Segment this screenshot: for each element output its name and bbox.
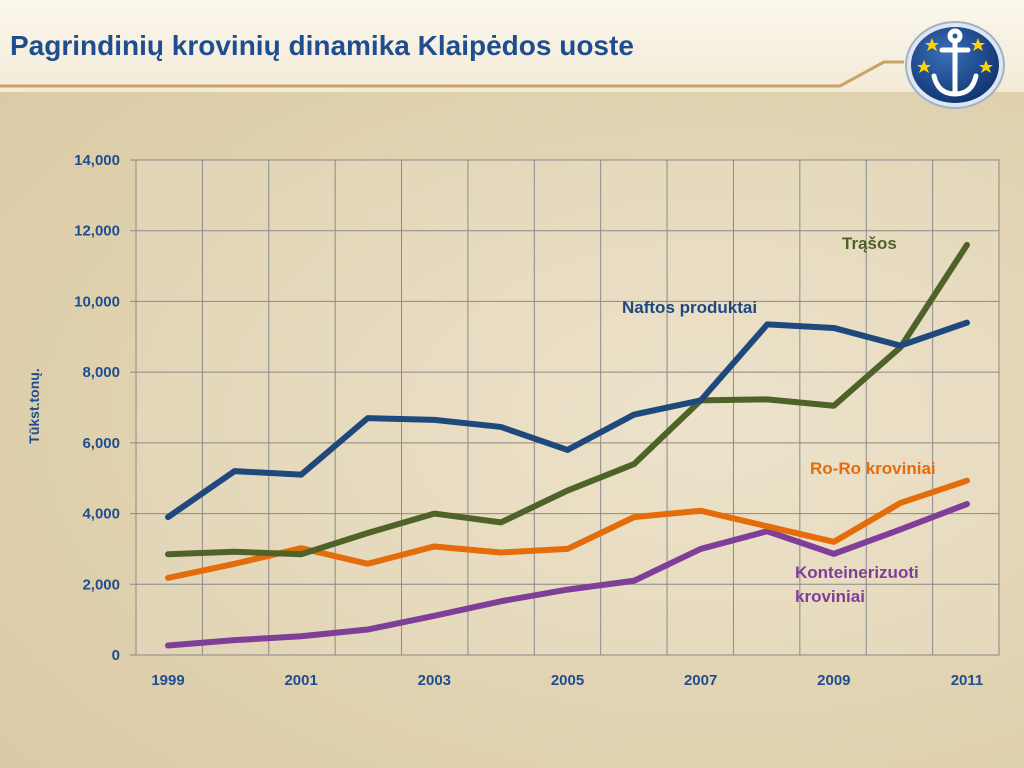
y-tick-label: 12,000 xyxy=(74,223,120,240)
y-tick-label: 2,000 xyxy=(82,576,120,593)
series-line-tr-os xyxy=(165,241,970,558)
x-tick-label: 1999 xyxy=(151,672,184,689)
y-tick-label: 6,000 xyxy=(82,435,120,452)
header-rule xyxy=(0,60,904,88)
series-line-konteinerizuoti-kroviniai xyxy=(165,501,970,649)
x-tick-label: 2009 xyxy=(817,672,850,689)
anchor-stars-emblem-icon xyxy=(905,21,1005,109)
y-tick-label: 0 xyxy=(112,647,120,664)
x-tick-label: 2011 xyxy=(951,672,984,689)
y-tick-label: 8,000 xyxy=(82,364,120,381)
series-label-konteinerizuoti-line1: Konteinerizuoti xyxy=(795,563,919,582)
header-band xyxy=(0,0,1024,92)
series-line-ro-ro-kroviniai xyxy=(165,477,970,581)
y-axis-label: Tūkst.tonų. xyxy=(26,368,42,444)
plot-area xyxy=(135,159,1000,656)
series-line-naftos-produktai xyxy=(165,319,970,521)
series-label-konteinerizuoti-kroviniai: Konteinerizuoti kroviniai xyxy=(795,561,919,609)
series-label-naftos-produktai: Naftos produktai xyxy=(622,298,758,317)
series-label-ro-ro-kroviniai: Ro-Ro kroviniai xyxy=(810,459,936,478)
y-tick-label: 10,000 xyxy=(74,293,120,310)
series-label-trasos: Trąšos xyxy=(842,234,897,253)
page-title: Pagrindinių krovinių dinamika Klaipėdos … xyxy=(10,30,634,61)
series-label-konteinerizuoti-line2: kroviniai xyxy=(795,587,865,606)
y-tick-label: 4,000 xyxy=(82,506,120,523)
x-tick-label: 2001 xyxy=(284,672,317,689)
x-tick-label: 2007 xyxy=(684,672,717,689)
x-tick-label: 2005 xyxy=(551,672,584,689)
y-tick-label: 14,000 xyxy=(74,152,120,169)
x-tick-label: 2003 xyxy=(418,672,451,689)
